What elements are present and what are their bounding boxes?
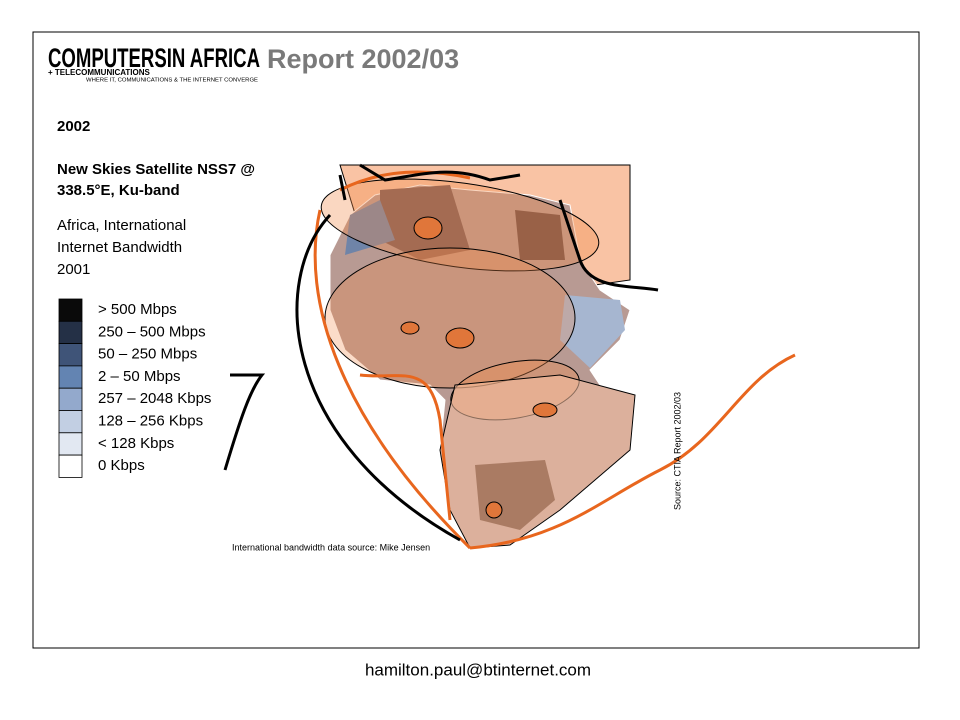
legend-label: 50 – 250 Mbps: [98, 346, 197, 363]
report-title: Report 2002/03: [267, 44, 459, 74]
map: [223, 163, 796, 550]
legend-swatch: [58, 432, 83, 456]
legend-swatch: [58, 298, 83, 322]
legend-swatch: [58, 410, 83, 434]
source-right: Source: CTIA Report 2002/03: [672, 392, 682, 510]
legend-swatch: [58, 454, 83, 478]
legend-swatch: [58, 387, 83, 411]
subtitle-line: Africa, International: [57, 217, 186, 234]
legend-label: 2 – 50 Mbps: [98, 368, 181, 385]
footer-email: hamilton.paul@btinternet.com: [365, 660, 591, 679]
legend-label: 0 Kbps: [98, 457, 145, 474]
legend-label: 257 – 2048 Kbps: [98, 390, 211, 407]
legend-label: > 500 Mbps: [98, 301, 177, 318]
logo-tag: WHERE IT, COMMUNICATIONS & THE INTERNET …: [86, 77, 259, 83]
logo-sub: + TELECOMMUNICATIONS: [48, 68, 151, 77]
year: 2002: [57, 118, 90, 135]
legend-label: < 128 Kbps: [98, 435, 174, 452]
logo-main: COMPUTERSIN AFRICA: [48, 43, 260, 73]
legend: > 500 Mbps 250 – 500 Mbps 50 – 250 Mbps 2 –…: [58, 298, 211, 478]
legend-label: 128 – 256 Kbps: [98, 412, 203, 429]
legend-swatch: [58, 343, 83, 367]
legend-swatch: [58, 365, 83, 389]
legend-label: 250 – 500 Mbps: [98, 323, 206, 340]
subtitle-line: Internet Bandwidth: [57, 239, 182, 256]
subtitle-line: 2001: [57, 261, 90, 278]
source-bottom: International bandwidth data source: Mik…: [232, 542, 430, 552]
satellite-line: 338.5°E, Ku-band: [57, 182, 180, 199]
satellite-line: New Skies Satellite NSS7 @: [57, 161, 255, 178]
legend-swatch: [58, 320, 83, 344]
